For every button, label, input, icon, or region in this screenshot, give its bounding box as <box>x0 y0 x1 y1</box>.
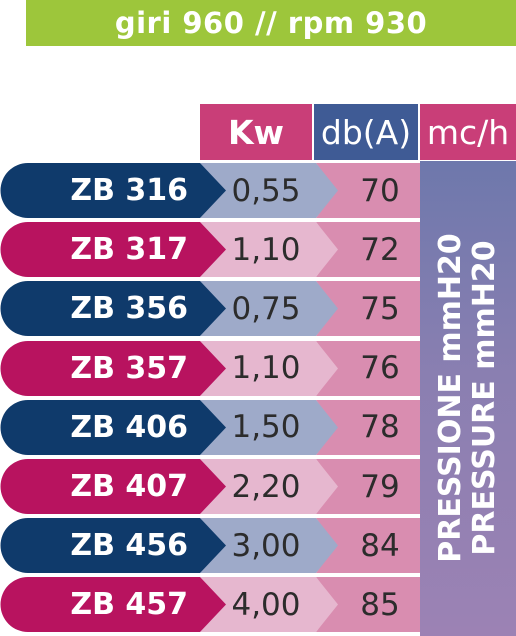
table-row: ZB 407 2,20 79 <box>0 459 420 514</box>
model-name: ZB 407 <box>70 469 188 504</box>
row-shapes <box>0 459 420 514</box>
pressure-label: PRESSIONE mmH20 PRESSURE mmH20 <box>433 233 502 563</box>
row-shapes <box>0 577 420 633</box>
model-name: ZB 357 <box>70 350 188 386</box>
kw-cell-shape <box>200 459 338 514</box>
kw-value: 2,20 <box>231 468 301 505</box>
model-cell-shape <box>0 459 227 514</box>
kw-value: 3,00 <box>231 527 301 564</box>
db-cell-shape <box>316 577 420 633</box>
pressure-label-en: PRESSURE mmH20 <box>467 240 502 556</box>
table-row: ZB 457 4,00 85 <box>0 577 420 633</box>
kw-cell-shape <box>200 222 338 278</box>
table-row: ZB 356 0,75 75 <box>0 281 420 337</box>
db-value: 76 <box>360 350 400 387</box>
db-cell-shape <box>316 340 420 396</box>
table-row: ZB 357 1,10 76 <box>0 340 420 396</box>
kw-value: 0,75 <box>231 290 301 327</box>
model-cell-shape <box>0 222 227 278</box>
db-cell-shape <box>316 399 420 455</box>
kw-value: 1,50 <box>231 409 301 446</box>
db-value: 78 <box>360 409 400 446</box>
kw-cell-shape <box>200 577 338 633</box>
row-shapes <box>0 340 420 396</box>
table-row: ZB 316 0,55 70 <box>0 163 420 218</box>
kw-cell-shape <box>200 163 338 218</box>
row-shapes <box>0 222 420 278</box>
model-cell-shape <box>0 340 227 396</box>
table-row: ZB 456 3,00 84 <box>0 518 420 574</box>
model-cell-shape <box>0 281 227 337</box>
kw-value: 0,55 <box>231 172 301 209</box>
model-name: ZB 317 <box>70 232 188 268</box>
db-value: 75 <box>360 290 400 327</box>
kw-cell-shape <box>200 518 338 574</box>
db-cell-shape <box>316 222 420 278</box>
db-cell-shape <box>316 459 420 514</box>
pressure-label-it: PRESSIONE mmH20 <box>433 233 468 563</box>
model-name: ZB 356 <box>70 291 188 327</box>
kw-value: 4,00 <box>231 586 301 623</box>
model-cell-shape <box>0 163 227 218</box>
row-shapes <box>0 399 420 455</box>
model-name: ZB 316 <box>70 173 188 208</box>
header-kw: Kw <box>200 104 312 160</box>
model-cell-shape <box>0 577 227 633</box>
header-db: db(A) <box>314 104 418 160</box>
model-name: ZB 457 <box>70 587 188 623</box>
db-cell-shape <box>316 518 420 574</box>
db-cell-shape <box>316 281 420 337</box>
row-shapes <box>0 281 420 337</box>
table-row: ZB 317 1,10 72 <box>0 222 420 278</box>
db-cell-shape <box>316 163 420 218</box>
row-shapes <box>0 163 420 218</box>
model-cell-shape <box>0 399 227 455</box>
db-value: 72 <box>360 231 400 268</box>
pressure-column <box>420 161 516 636</box>
kw-value: 1,10 <box>231 350 301 387</box>
model-cell-shape <box>0 518 227 574</box>
db-value: 84 <box>360 527 400 564</box>
rpm-banner: giri 960 // rpm 930 <box>26 0 516 46</box>
db-value: 79 <box>360 468 400 505</box>
table-row: ZB 406 1,50 78 <box>0 399 420 455</box>
kw-value: 1,10 <box>231 231 301 268</box>
kw-cell-shape <box>200 399 338 455</box>
kw-cell-shape <box>200 340 338 396</box>
row-shapes <box>0 518 420 574</box>
kw-cell-shape <box>200 281 338 337</box>
db-value: 70 <box>360 172 400 209</box>
model-name: ZB 456 <box>70 528 188 564</box>
header-mc: mc/h <box>420 104 516 160</box>
db-value: 85 <box>360 586 400 623</box>
model-name: ZB 406 <box>70 409 188 445</box>
